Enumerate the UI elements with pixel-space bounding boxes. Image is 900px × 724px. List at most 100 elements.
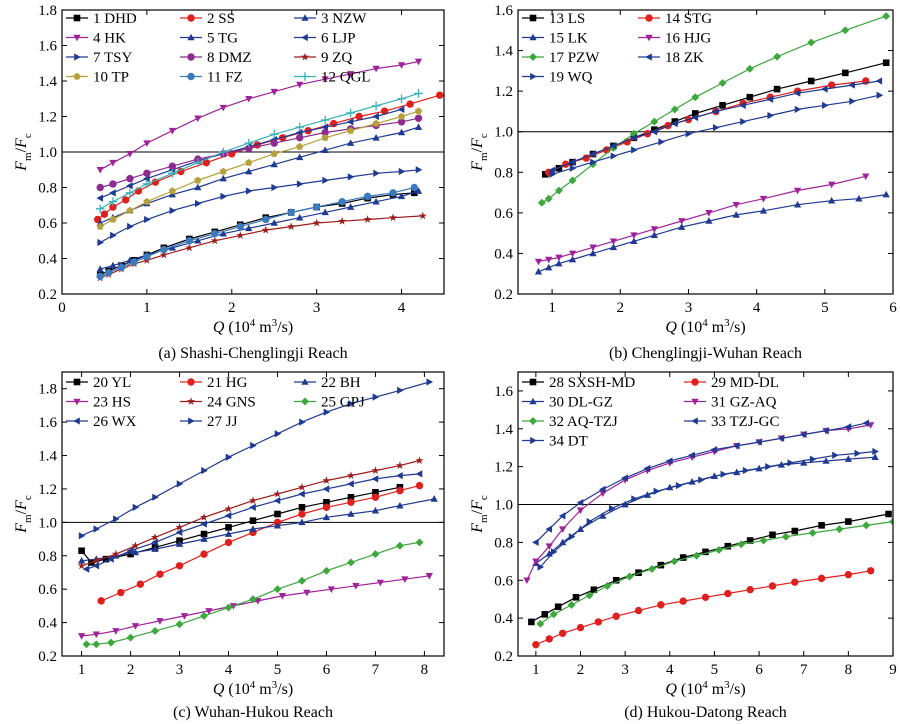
data-point (537, 198, 546, 207)
data-point (126, 206, 134, 214)
y-tick-label: 1.6 (494, 3, 513, 19)
data-point (586, 517, 594, 526)
data-point (425, 573, 433, 580)
x-tick-label: 1 (532, 662, 540, 678)
x-axis-label: Q (104 m3/s) (213, 679, 293, 698)
data-point (126, 547, 134, 555)
legend-marker (187, 72, 195, 81)
series-line-4-hk (99, 60, 419, 171)
data-point (658, 138, 665, 146)
data-point (809, 455, 817, 463)
data-point (808, 528, 817, 537)
data-point (273, 497, 281, 505)
data-point (142, 179, 152, 189)
data-point (322, 476, 331, 485)
data-point (559, 526, 567, 533)
legend-marker (187, 378, 195, 386)
data-point (589, 249, 597, 257)
data-point (296, 153, 304, 161)
data-point (415, 456, 424, 465)
data-point (82, 565, 90, 573)
data-point (610, 152, 618, 160)
data-point (109, 180, 117, 188)
data-point (352, 583, 360, 590)
data-point (93, 525, 101, 533)
x-tick-label: 2 (228, 300, 236, 316)
data-point (200, 520, 207, 528)
data-point (151, 178, 160, 186)
data-point (568, 158, 576, 166)
data-point (175, 540, 184, 547)
data-point (346, 471, 356, 480)
data-point (781, 532, 790, 541)
chart-panel-4: 1 2 3 4 5 6 7 8 9 0.2 0.4 0.6 0.8 1.0 1.2 1.4 1.6 Q (104 … (469, 371, 897, 721)
data-point (401, 576, 409, 583)
y-tick-label: 1.4 (494, 44, 513, 60)
series-line-9-zq (99, 215, 423, 279)
data-point (548, 166, 555, 174)
data-point (126, 182, 133, 190)
x-axis-label: Q (104 m3/s) (213, 317, 293, 336)
data-point (372, 197, 380, 205)
data-point (77, 556, 86, 564)
legend-marker (188, 417, 195, 425)
legend: 13 LS 14 STG 15 LK 16 HJG 17 PZW 18 ZK 19 WQ (522, 11, 712, 86)
data-point (589, 244, 597, 252)
data-point (176, 480, 184, 488)
series-line-26-wx (86, 473, 420, 570)
legend-marker (691, 417, 698, 425)
data-point (131, 548, 140, 556)
data-point (841, 69, 849, 77)
data-point (872, 447, 879, 456)
y-tick-label: 0.8 (38, 181, 57, 197)
legend-marker (301, 14, 309, 21)
y-tick-label: 0.2 (494, 649, 513, 665)
y-tick-label: 0.4 (494, 246, 513, 262)
data-point (396, 471, 403, 480)
data-point (657, 601, 665, 609)
data-point (537, 563, 545, 571)
data-point (346, 71, 355, 78)
data-point (143, 253, 151, 261)
data-point (298, 576, 306, 585)
y-tick-label: 0.6 (494, 206, 513, 222)
data-point (168, 169, 177, 178)
legend-item: 10 TP (66, 70, 129, 86)
data-point (168, 187, 176, 195)
data-point (554, 186, 563, 195)
data-point (97, 597, 105, 605)
series-line-17-pzw (541, 15, 887, 204)
data-point (248, 496, 258, 505)
data-point (536, 619, 545, 628)
data-point (219, 167, 227, 175)
data-point (406, 100, 414, 108)
x-axis-label: Q (104 m3/s) (665, 679, 745, 698)
data-point (323, 408, 331, 416)
data-point (848, 81, 855, 89)
data-point (296, 81, 304, 89)
data-point (347, 493, 355, 501)
data-point (269, 129, 279, 139)
data-point (372, 112, 379, 121)
data-point (844, 455, 852, 462)
data-point (688, 451, 695, 459)
x-tick-label: 4 (225, 662, 233, 678)
legend-label: 4 HK (93, 31, 126, 47)
data-point (414, 123, 423, 130)
data-point (807, 77, 815, 85)
data-point (96, 166, 104, 174)
data-point (92, 562, 100, 570)
data-point (576, 623, 585, 632)
data-point (111, 549, 120, 558)
data-point (643, 464, 651, 473)
data-point (117, 263, 126, 272)
series-line-19-wq (551, 94, 880, 175)
data-point (194, 115, 202, 123)
data-point (410, 183, 418, 192)
legend-label: 8 DMZ (207, 50, 252, 66)
legend-label: 9 ZQ (321, 50, 352, 66)
data-point (719, 102, 726, 109)
data-point (322, 503, 331, 512)
data-point (96, 222, 104, 230)
data-point (109, 261, 117, 269)
